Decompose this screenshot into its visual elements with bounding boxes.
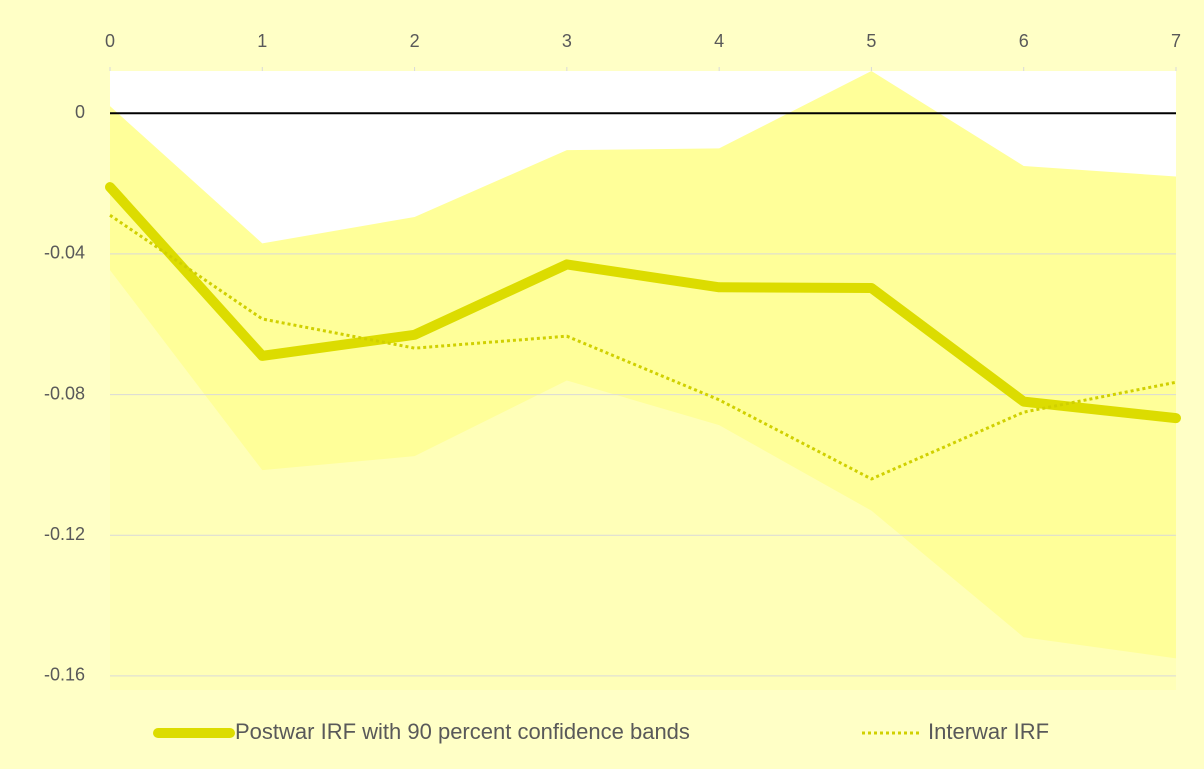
- band-lower-edge: [110, 270, 1176, 690]
- x-tick-label: 3: [562, 31, 572, 51]
- x-tick-label: 1: [257, 31, 267, 51]
- y-tick-label: -0.08: [44, 383, 85, 403]
- legend-label: Interwar IRF: [928, 719, 1049, 744]
- x-tick-label: 2: [410, 31, 420, 51]
- x-tick-label: 7: [1171, 31, 1181, 51]
- y-tick-label: -0.16: [44, 665, 85, 685]
- y-tick-label: 0: [75, 102, 85, 122]
- y-tick-label: -0.04: [44, 243, 85, 263]
- x-tick-label: 4: [714, 31, 724, 51]
- legend-label: Postwar IRF with 90 percent confidence b…: [235, 719, 690, 744]
- x-tick-label: 0: [105, 31, 115, 51]
- x-tick-label: 5: [866, 31, 876, 51]
- y-tick-label: -0.12: [44, 524, 85, 544]
- series-line: [105, 182, 1181, 424]
- series-line: [109, 213, 1177, 481]
- x-tick-label: 6: [1019, 31, 1029, 51]
